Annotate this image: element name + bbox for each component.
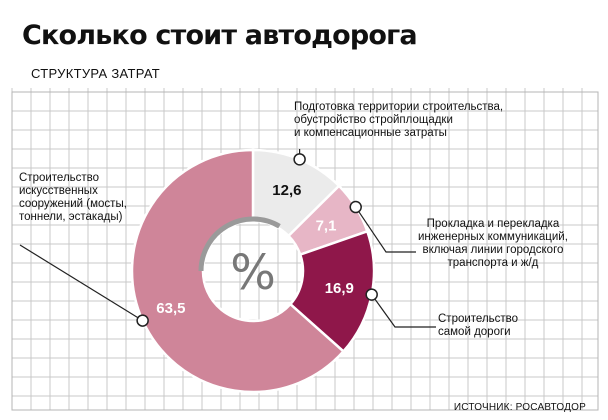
value-label-structures: 63,5 [156, 300, 185, 317]
value-label-communications: 7,1 [316, 218, 337, 235]
leader-line-communications [355, 206, 416, 253]
leader-marker-structures [136, 314, 149, 327]
value-label-road: 16,9 [325, 280, 354, 297]
leader-marker-road [365, 288, 378, 301]
annotation-communications: Прокладка и перекладка инженерных коммун… [418, 218, 568, 269]
leader-line-structures [19, 244, 143, 322]
leader-lines [19, 149, 436, 328]
inner-shadow-arc [198, 216, 281, 272]
leader-marker-territory [293, 153, 306, 166]
value-label-territory: 12,6 [272, 182, 301, 199]
slice-structures [130, 148, 346, 394]
value-labels: 12,6 7,1 16,9 63,5 [156, 182, 354, 317]
donut-slices [130, 148, 376, 394]
source-note: ИСТОЧНИК: РОСАВТОДОР [453, 402, 586, 413]
chart-title: Сколько стоит автодорога [22, 20, 418, 51]
grid-frame [11, 91, 599, 411]
leader-line-road [371, 294, 436, 328]
center-percent-label: % [230, 245, 276, 301]
chart-subtitle: СТРУКТУРА ЗАТРАТ [31, 66, 161, 81]
annotation-structures: Строительство искусственных сооружений (… [19, 172, 127, 223]
annotation-road: Строительство самой дороги [438, 313, 519, 338]
leader-marker-communications [349, 200, 362, 214]
annotation-territory: Подготовка территории строительства, обу… [294, 101, 504, 139]
